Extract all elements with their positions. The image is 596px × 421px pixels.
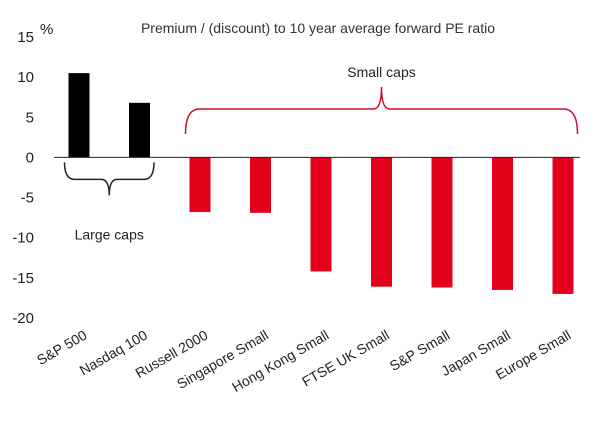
- bar: [552, 157, 574, 294]
- y-tick-label: 5: [26, 109, 34, 126]
- y-tick-label: 0: [26, 149, 34, 166]
- bar: [492, 157, 513, 290]
- bar: [68, 73, 90, 158]
- group-brace: [184, 86, 579, 135]
- y-tick-label: 15: [17, 29, 34, 46]
- bar: [371, 157, 392, 287]
- y-tick-label: -15: [12, 270, 34, 287]
- y-axis-unit-label: %: [40, 21, 53, 38]
- chart-title: Premium / (discount) to 10 year average …: [141, 20, 495, 36]
- bar: [189, 157, 211, 213]
- group-label: Small caps: [347, 64, 415, 80]
- bar: [250, 157, 271, 213]
- bar: [129, 102, 150, 158]
- y-tick-label: -20: [12, 310, 34, 327]
- bar: [431, 157, 453, 288]
- group-brace: [63, 162, 155, 196]
- y-tick-label: 10: [17, 69, 34, 86]
- y-tick-label: -10: [12, 230, 34, 247]
- group-label: Large caps: [75, 226, 144, 242]
- bars: [68, 73, 574, 294]
- bar: [310, 157, 332, 272]
- y-axis-ticks: 15 10 5 0 -5 -10 -15 -20: [12, 29, 34, 327]
- y-tick-label: -5: [21, 190, 34, 207]
- group-braces: Large caps Small caps: [63, 64, 579, 242]
